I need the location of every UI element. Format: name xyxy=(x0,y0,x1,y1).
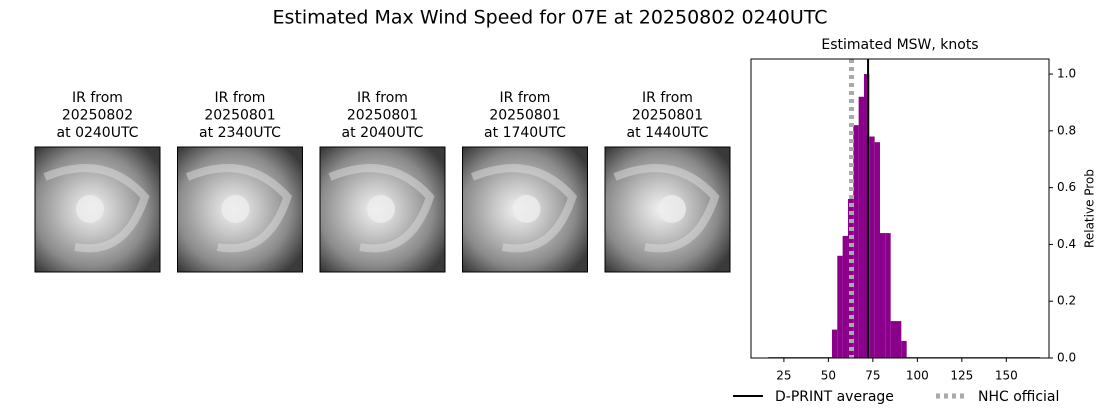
storm-core xyxy=(76,195,104,223)
cloud-band xyxy=(328,164,435,253)
cloud-band xyxy=(470,164,578,253)
panel-label: at 1740UTC xyxy=(484,125,566,141)
storm-core xyxy=(658,195,686,223)
panel-label: at 2040UTC xyxy=(342,125,424,141)
y-tick-label: 1.0 xyxy=(1057,67,1076,81)
panel-label: at 1440UTC xyxy=(627,125,709,141)
panel-label: IR from xyxy=(500,90,551,106)
panel-label: IR from xyxy=(72,90,123,106)
storm-core xyxy=(221,195,250,223)
bar xyxy=(895,321,902,358)
bar xyxy=(874,142,880,358)
cloud-band xyxy=(43,164,150,253)
bar xyxy=(901,340,907,358)
y-tick-label: 0.2 xyxy=(1057,294,1076,308)
storm-core xyxy=(367,195,395,223)
y-tick-label: 0.0 xyxy=(1057,351,1076,365)
bar xyxy=(842,235,848,358)
cloud-band xyxy=(185,164,293,253)
panel-label: 20250801 xyxy=(632,108,703,124)
bar xyxy=(853,125,859,358)
bar xyxy=(869,136,875,358)
panel-label: 20250802 xyxy=(62,108,133,124)
legend-label: NHC official xyxy=(978,389,1059,405)
cloud-band xyxy=(613,164,720,253)
figure-title: Estimated Max Wind Speed for 07E at 2025… xyxy=(272,7,827,29)
bar xyxy=(890,321,896,358)
plot-frame xyxy=(750,58,1050,359)
chart-title: Estimated MSW, knots xyxy=(821,37,978,53)
storm-core xyxy=(512,195,541,223)
panel-label: IR from xyxy=(357,90,408,106)
y-axis-label: Relative Prob xyxy=(1083,169,1097,248)
x-tick-label: 100 xyxy=(906,369,929,383)
panel-label: 20250801 xyxy=(489,108,560,124)
y-tick-label: 0.6 xyxy=(1057,180,1076,194)
bar xyxy=(885,233,891,358)
bar xyxy=(863,74,870,359)
legend-label: D-PRINT average xyxy=(775,389,894,405)
panel-label: 20250801 xyxy=(204,108,275,124)
panel-label: at 2340UTC xyxy=(199,125,281,141)
panel-label: IR from xyxy=(642,90,693,106)
panel-label: IR from xyxy=(215,90,266,106)
x-tick-label: 150 xyxy=(995,369,1018,383)
x-tick-label: 25 xyxy=(776,369,791,383)
bar xyxy=(858,96,864,358)
y-tick-label: 0.8 xyxy=(1057,123,1076,137)
x-tick-label: 75 xyxy=(865,369,880,383)
bar xyxy=(837,255,843,358)
x-tick-label: 125 xyxy=(950,369,973,383)
y-tick-label: 0.4 xyxy=(1057,237,1076,251)
x-tick-label: 50 xyxy=(821,369,836,383)
panel-label: at 0240UTC xyxy=(57,125,139,141)
panel-label: 20250801 xyxy=(347,108,418,124)
bar xyxy=(831,329,838,358)
bar xyxy=(879,233,886,358)
